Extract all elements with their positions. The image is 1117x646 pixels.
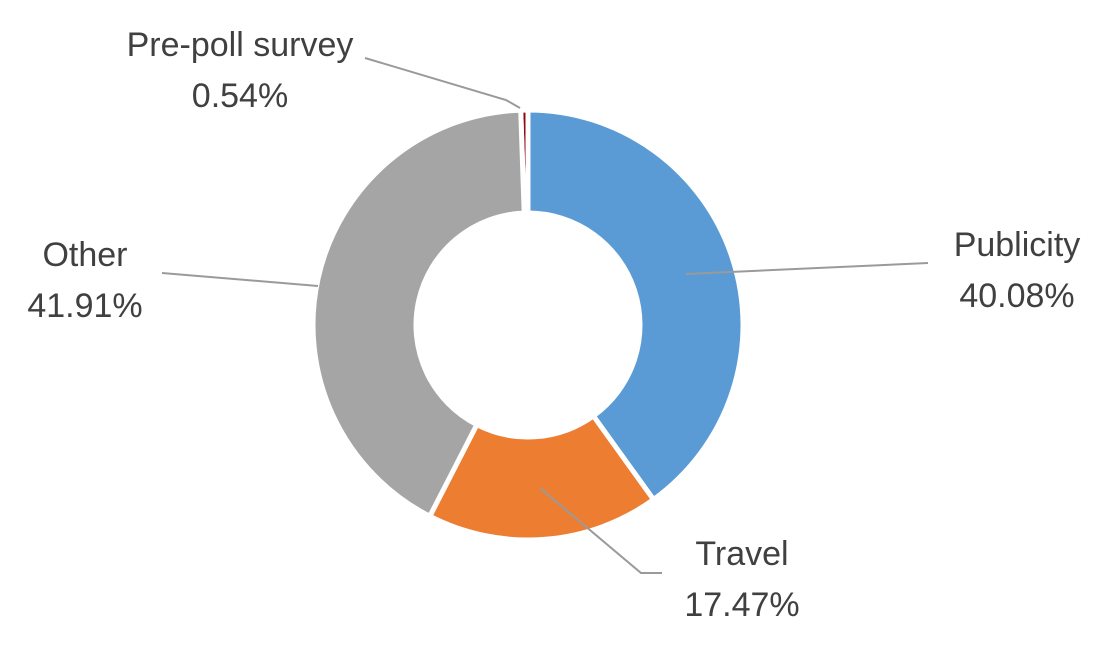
leader-line-publicity [685,262,929,275]
data-label-value-publicity: 40.08% [959,277,1074,315]
leader-lines-layer [161,57,929,574]
slice-travel [426,412,657,543]
slice-other [310,107,527,520]
slice-publicity [525,107,746,504]
data-label-value-travel: 17.47% [684,586,799,624]
data-label-name-pre-poll-survey: Pre-poll survey [127,26,354,64]
leader-line-travel [539,487,662,574]
data-label-name-other: Other [42,236,127,274]
data-label-value-pre-poll-survey: 0.54% [192,77,288,115]
labels-layer: Pre-poll survey 0.54% Publicity 40.08% Trave… [27,26,1080,624]
data-label-value-other: 41.91% [27,287,142,325]
slices-layer [310,107,746,543]
data-label-name-publicity: Publicity [954,226,1081,264]
leader-line-pre-poll-survey [364,57,521,109]
leader-line-other [161,272,319,287]
data-label-name-travel: Travel [695,535,788,573]
